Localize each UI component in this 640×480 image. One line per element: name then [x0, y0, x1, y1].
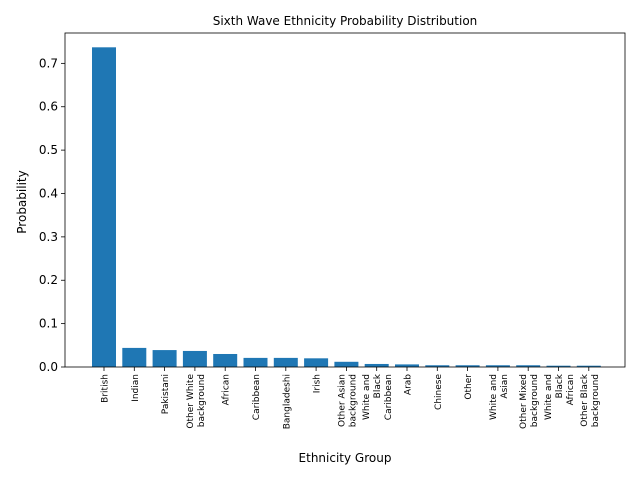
- x-tick-label: Caribbean: [252, 374, 262, 420]
- y-tick-label: 0.4: [39, 186, 58, 200]
- x-tick-label-line: background: [348, 374, 358, 427]
- y-tick-label: 0.6: [39, 100, 58, 114]
- x-tick-label: White and Asian: [489, 374, 510, 420]
- y-tick-label: 0.0: [39, 360, 58, 374]
- bar: [395, 364, 419, 367]
- x-tick-label: Indian: [131, 374, 141, 402]
- x-tick-label-line: African: [566, 374, 576, 405]
- x-tick-label: Pakistani: [161, 374, 171, 414]
- x-tick-label-line: White and: [544, 374, 554, 420]
- x-tick-label: British: [101, 374, 111, 403]
- bar: [273, 357, 298, 367]
- x-ticks-group: British Indian Pakistani Other White backgro…: [101, 367, 601, 429]
- bar: [364, 363, 389, 367]
- y-tick-label: 0.7: [39, 56, 58, 70]
- x-tick-label-line: Irish: [313, 374, 323, 393]
- bar: [576, 365, 601, 367]
- bar: [122, 347, 147, 367]
- x-axis-label: Ethnicity Group: [299, 451, 392, 465]
- y-ticks-group: 0.0 0.1 0.2 0.3 0.4 0.5 0.6 0.7: [39, 56, 65, 374]
- bar: [516, 365, 541, 367]
- bar: [425, 365, 450, 367]
- chart-title: Sixth Wave Ethnicity Probability Distrib…: [213, 14, 478, 28]
- x-tick-label: Other White background: [186, 374, 207, 429]
- x-tick-label-line: background: [591, 374, 601, 427]
- bar: [213, 353, 238, 367]
- x-tick-label: Chinese: [434, 374, 444, 410]
- bar: [304, 358, 329, 367]
- x-tick-label-line: Pakistani: [161, 374, 171, 414]
- y-tick-label: 0.5: [39, 143, 58, 157]
- x-tick-label-line: African: [222, 374, 232, 405]
- x-tick-label-line: Black: [555, 373, 565, 398]
- bar: [455, 365, 480, 367]
- x-tick-label-line: Black: [373, 373, 383, 398]
- x-tick-label-line: Caribbean: [384, 374, 394, 420]
- x-tick-label-line: Other Mixed: [519, 374, 529, 429]
- y-tick-label: 0.3: [39, 230, 58, 244]
- x-tick-label-line: Other Black: [580, 373, 590, 427]
- x-tick-label: Other Asian background: [337, 374, 358, 427]
- x-tick-label-line: background: [530, 374, 540, 427]
- x-tick-label-line: British: [101, 374, 111, 403]
- bars-group: [92, 47, 601, 368]
- x-tick-label: Other Mixed background: [519, 374, 540, 429]
- x-tick-label-line: Other: [464, 374, 474, 400]
- x-tick-label-line: White and: [489, 374, 499, 420]
- x-tick-label: Other Black background: [580, 373, 601, 427]
- x-tick-label-line: Arab: [404, 374, 414, 395]
- x-tick-label-line: Bangladeshi: [282, 374, 292, 429]
- y-tick-label: 0.1: [39, 317, 58, 331]
- y-axis-label: Probability: [15, 170, 29, 233]
- x-tick-label: Arab: [404, 374, 414, 395]
- x-tick-label: Other: [464, 374, 474, 400]
- y-tick-label: 0.2: [39, 273, 58, 287]
- bar: [182, 350, 207, 367]
- bar: [485, 365, 510, 367]
- x-tick-label-line: White and: [362, 374, 372, 420]
- bar: [92, 47, 116, 368]
- bar: [152, 350, 177, 367]
- x-tick-label: Bangladeshi: [282, 374, 292, 429]
- x-tick-label-line: Chinese: [434, 374, 444, 410]
- x-tick-label-line: Indian: [131, 374, 141, 402]
- x-tick-label: African: [222, 374, 232, 405]
- x-tick-label: Irish: [313, 374, 323, 393]
- bar: [546, 365, 571, 367]
- bar: [334, 361, 359, 367]
- bar: [243, 357, 268, 367]
- x-tick-label-line: Caribbean: [252, 374, 262, 420]
- x-tick-label-line: Other Asian: [337, 374, 347, 427]
- x-tick-label-line: Asian: [500, 374, 510, 399]
- x-tick-label: White and Black African: [544, 373, 576, 420]
- x-tick-label-line: Other White: [186, 374, 196, 429]
- plot-frame: [64, 32, 626, 368]
- x-tick-label: White and Black Caribbean: [362, 373, 394, 420]
- x-tick-label-line: background: [197, 374, 207, 427]
